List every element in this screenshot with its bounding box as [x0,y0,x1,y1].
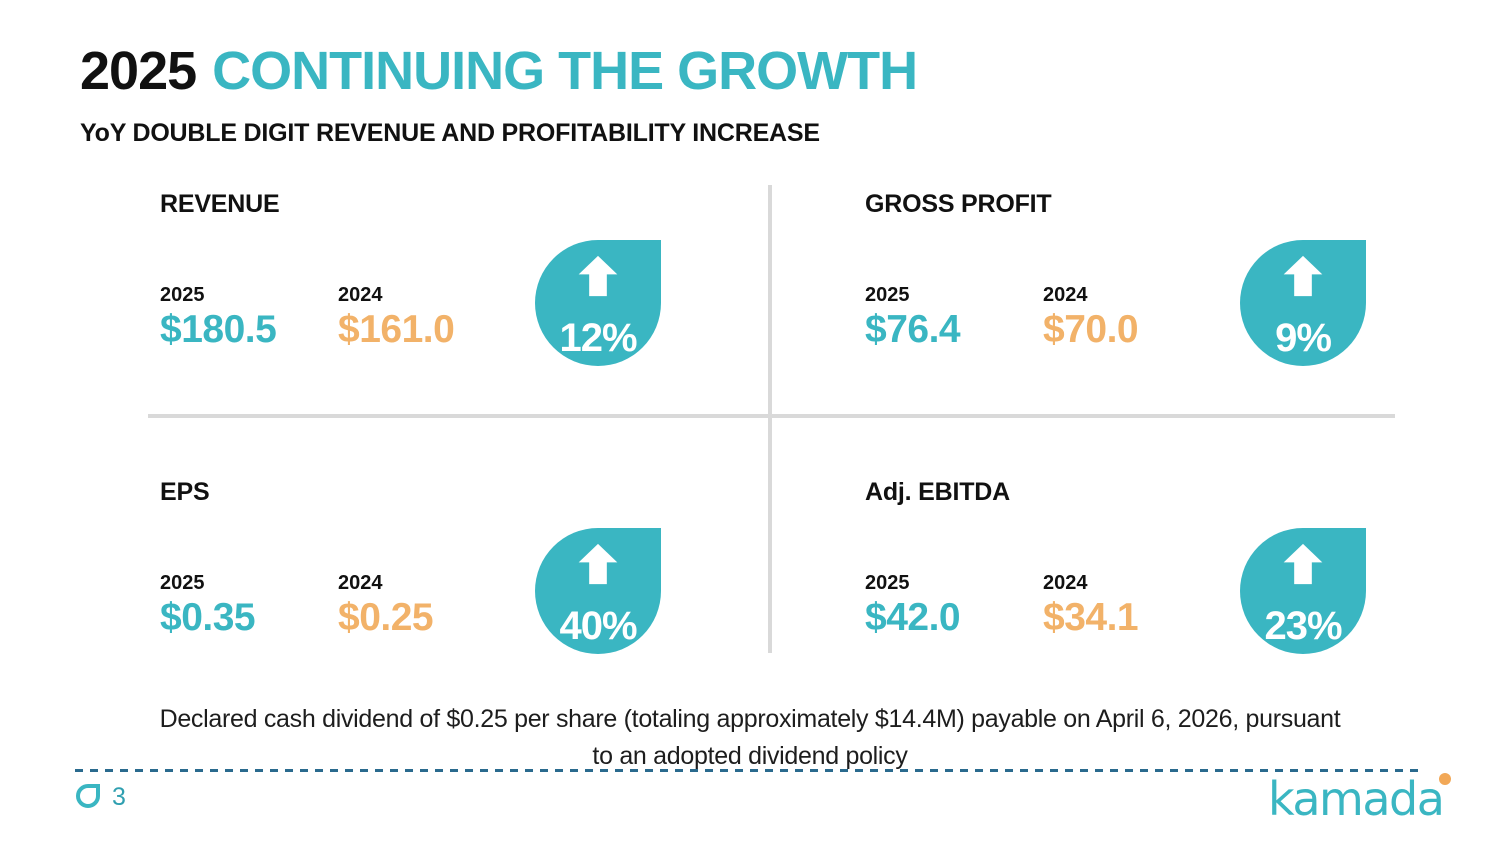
prior-value: $0.25 [338,596,434,639]
year-label: 2025 [160,572,205,594]
up-arrow-icon [578,543,618,585]
metric-panel-revenue: REVENUE 2025 $180.5 2024 $161.0 12% [160,190,680,400]
metric-title: Adj. EBITDA [865,478,1011,506]
growth-badge: 23% [1240,528,1366,654]
page-number: 3 [112,783,126,811]
metric-title: GROSS PROFIT [865,190,1052,218]
growth-percent: 23% [1264,604,1342,648]
growth-percent: 9% [1275,316,1332,360]
droplet-icon [76,784,100,808]
up-arrow-icon [1283,543,1323,585]
prior-year-column: 2024 $70.0 [1043,284,1139,352]
year-label: 2025 [865,284,910,306]
logo-dot-icon [1439,773,1452,785]
metric-title: REVENUE [160,190,280,218]
metric-title: EPS [160,478,210,506]
year-label: 2024 [338,284,383,306]
metric-panel-eps: EPS 2025 $0.35 2024 $0.25 40% [160,478,680,688]
current-year-column: 2025 $76.4 [865,284,961,352]
prior-value: $34.1 [1043,596,1139,639]
up-arrow-icon [578,255,618,297]
footer-dashed-divider [75,769,1425,772]
metric-panel-gross-profit: GROSS PROFIT 2025 $76.4 2024 $70.0 9% [865,190,1385,400]
current-value: $42.0 [865,596,961,639]
title-text: CONTINUING THE GROWTH [212,41,918,101]
year-label: 2025 [865,572,910,594]
growth-badge: 12% [535,240,661,366]
prior-year-column: 2024 $0.25 [338,572,434,640]
prior-year-column: 2024 $34.1 [1043,572,1139,640]
growth-badge: 40% [535,528,661,654]
growth-badge: 9% [1240,240,1366,366]
year-label: 2025 [160,284,205,306]
current-year-column: 2025 $0.35 [160,572,256,640]
year-label: 2024 [1043,284,1088,306]
growth-percent: 40% [559,604,637,648]
prior-value: $70.0 [1043,308,1139,351]
title-year: 2025 [80,41,197,101]
prior-year-column: 2024 $161.0 [338,284,455,352]
logo-text: kamada [1268,772,1445,826]
year-label: 2024 [338,572,383,594]
current-value: $180.5 [160,308,277,351]
slide-subtitle: YoY DOUBLE DIGIT REVENUE AND PROFITABILI… [80,119,820,147]
year-label: 2024 [1043,572,1088,594]
metric-panel-adj-ebitda: Adj. EBITDA 2025 $42.0 2024 $34.1 23% [865,478,1385,688]
kamada-logo: kamada [1268,772,1452,826]
current-year-column: 2025 $42.0 [865,572,961,640]
current-year-column: 2025 $180.5 [160,284,277,352]
vertical-divider [768,185,772,653]
current-value: $76.4 [865,308,961,351]
prior-value: $161.0 [338,308,455,351]
growth-percent: 12% [559,316,637,360]
up-arrow-icon [1283,255,1323,297]
dividend-footnote: Declared cash dividend of $0.25 per shar… [0,701,1500,775]
slide-title: 2025 CONTINUING THE GROWTH [80,40,918,102]
footnote-line-2: to an adopted dividend policy [592,742,908,770]
footnote-line-1: Declared cash dividend of $0.25 per shar… [159,705,1341,733]
current-value: $0.35 [160,596,256,639]
